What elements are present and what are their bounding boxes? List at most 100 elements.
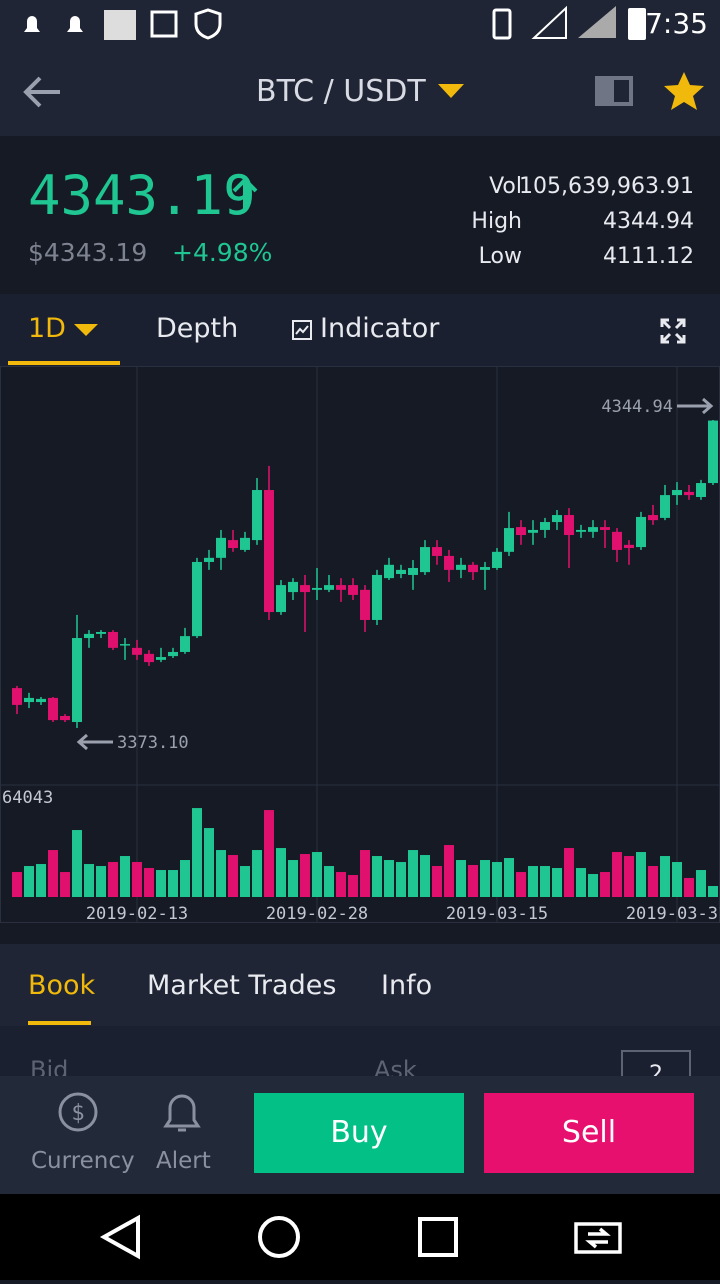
volume-bar: [180, 860, 190, 897]
candle-body: [684, 491, 694, 496]
low-label: 3373.10: [117, 733, 189, 753]
back-nav[interactable]: [99, 1214, 140, 1260]
volume-bar: [636, 852, 646, 897]
volume-bar: [648, 866, 658, 897]
volume-bar: [360, 850, 370, 897]
alert-icon[interactable]: [160, 1090, 204, 1134]
volume-bar: [12, 872, 22, 897]
fullscreen-button[interactable]: [660, 318, 686, 344]
volume-bar: [492, 862, 502, 897]
back-button[interactable]: [20, 72, 66, 112]
volume-bar: [168, 870, 178, 897]
candle-body: [156, 657, 166, 660]
pair-dropdown[interactable]: [438, 84, 466, 100]
x-tick-label: 2019-03-31: [626, 904, 720, 924]
candle-body: [60, 715, 70, 721]
candle-body: [708, 420, 718, 484]
volume-bar: [300, 854, 310, 897]
volume-bar: [696, 870, 706, 897]
notification-icon: [67, 16, 83, 32]
candle-body: [468, 564, 478, 573]
compare-button[interactable]: [594, 74, 634, 110]
candle-body: [204, 557, 214, 562]
currency-icon[interactable]: $: [56, 1090, 100, 1134]
favorite-button[interactable]: [662, 70, 706, 112]
candle-body: [660, 495, 670, 518]
candle-body: [444, 555, 454, 570]
signal-icon: [578, 6, 616, 38]
candle-body: [336, 585, 346, 590]
volume-max-label: 64043: [2, 788, 53, 808]
volume-bar: [144, 868, 154, 897]
book-header: Bid Ask 2: [0, 1026, 720, 1076]
volume-bar: [336, 872, 346, 897]
volume-bar: [420, 855, 430, 897]
book-tab[interactable]: Book: [28, 970, 96, 1001]
candle-body: [648, 515, 658, 521]
last-price: 4343.19: [28, 164, 256, 227]
volume-bar: [108, 862, 118, 897]
volume-bar: [324, 866, 334, 897]
buy-button[interactable]: Buy: [254, 1093, 464, 1173]
depth-tab[interactable]: Depth: [156, 313, 239, 344]
fiat-price: $4343.19: [28, 238, 148, 267]
indicator-tab[interactable]: Indicator: [320, 313, 440, 344]
recents-nav[interactable]: [418, 1217, 458, 1257]
candle-body: [696, 483, 706, 497]
candle-body: [624, 544, 634, 549]
volume-bar: [612, 852, 622, 897]
candle-body: [24, 697, 34, 703]
candle-body: [348, 585, 358, 595]
interval-tab[interactable]: 1D: [28, 313, 66, 344]
volume-bar: [468, 865, 478, 897]
switch-nav[interactable]: [574, 1222, 622, 1254]
candle-body: [192, 561, 202, 637]
candle-body: [552, 515, 562, 523]
candle-body: [456, 564, 466, 570]
interval-dropdown[interactable]: [74, 324, 100, 338]
volume-bar: [204, 828, 214, 897]
volume-bar: [132, 862, 142, 897]
volume-bar: [36, 864, 46, 897]
volume-bar: [432, 866, 442, 897]
candle-body: [384, 564, 394, 579]
candle-body: [132, 647, 142, 655]
home-nav[interactable]: [258, 1216, 300, 1258]
candle-body: [264, 490, 274, 613]
volume-bar: [660, 856, 670, 897]
high-marker: [677, 397, 714, 415]
pair-title[interactable]: BTC / USDT: [256, 74, 426, 109]
candle-body: [564, 515, 574, 536]
sell-button[interactable]: Sell: [484, 1093, 694, 1173]
volume-bar: [228, 855, 238, 897]
high-label: 4344.94: [601, 397, 673, 417]
battery-icon: [628, 8, 646, 40]
top-bar: BTC / USDT: [0, 50, 720, 136]
stat-label: Low: [478, 244, 522, 269]
candle-body: [168, 651, 178, 657]
x-tick-label: 2019-02-13: [86, 904, 188, 924]
volume-bar: [120, 856, 130, 897]
up-arrow: [232, 177, 258, 210]
candle-body: [120, 644, 130, 646]
candle-body: [600, 527, 610, 530]
currency-button[interactable]: Currency: [31, 1148, 135, 1174]
candle-body: [144, 653, 154, 663]
volume-bar: [708, 886, 718, 897]
candle-body: [636, 516, 646, 548]
candle-body: [612, 531, 622, 550]
app-icon: [104, 10, 136, 40]
active-tab-indicator: [8, 361, 120, 365]
volume-bar: [60, 872, 70, 897]
depth-selector[interactable]: 2: [621, 1050, 691, 1076]
info-tab[interactable]: Info: [381, 970, 433, 1001]
notification-icon: [24, 16, 40, 32]
alert-button[interactable]: Alert: [156, 1148, 211, 1174]
trades-tab[interactable]: Market Trades: [147, 970, 337, 1001]
book-tabs: Book Market Trades Info: [0, 944, 720, 1026]
volume-bar: [348, 875, 358, 897]
volume-bar: [624, 856, 634, 897]
volume-bar: [528, 866, 538, 897]
action-bar: $ Currency Alert Buy Sell: [0, 1076, 720, 1194]
